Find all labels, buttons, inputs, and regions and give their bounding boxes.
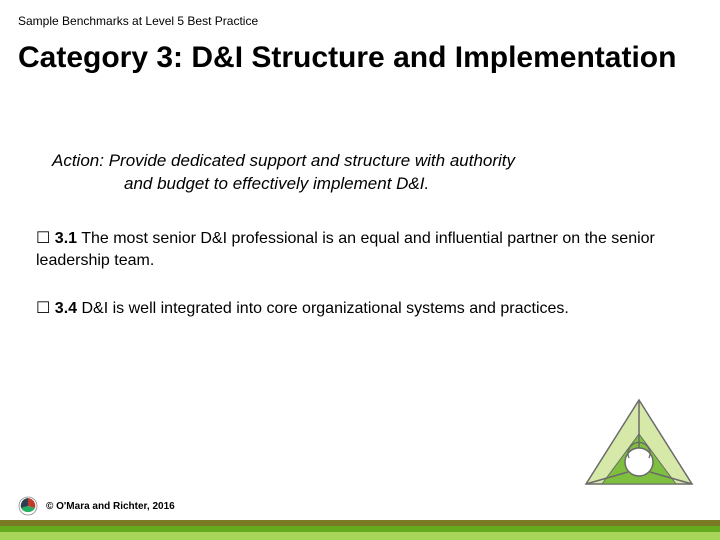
page-title: Category 3: D&I Structure and Implementa… bbox=[18, 40, 678, 76]
benchmark-item: ☐ 3.4 D&I is well integrated into core o… bbox=[36, 298, 656, 320]
action-line1: Action: Provide dedicated support and st… bbox=[52, 151, 515, 170]
action-line2: and budget to effectively implement D&I. bbox=[52, 174, 429, 193]
footer-bar bbox=[0, 532, 720, 540]
item-number: 3.4 bbox=[55, 300, 77, 317]
eyebrow-text: Sample Benchmarks at Level 5 Best Practi… bbox=[18, 14, 258, 28]
checkbox-icon: ☐ bbox=[36, 300, 50, 317]
slide: Sample Benchmarks at Level 5 Best Practi… bbox=[0, 0, 720, 540]
action-statement: Action: Provide dedicated support and st… bbox=[52, 150, 612, 196]
item-number: 3.1 bbox=[55, 230, 77, 247]
footer: © O'Mara and Richter, 2016 bbox=[0, 486, 720, 540]
item-text: D&I is well integrated into core organiz… bbox=[82, 300, 569, 317]
checkbox-icon: ☐ bbox=[36, 230, 50, 247]
copyright-text: © O'Mara and Richter, 2016 bbox=[46, 501, 175, 512]
triangle-diagram-icon bbox=[580, 396, 698, 492]
benchmark-item: ☐ 3.1 The most senior D&I professional i… bbox=[36, 228, 656, 271]
item-text: The most senior D&I professional is an e… bbox=[36, 230, 655, 269]
footer-logo-icon bbox=[18, 496, 38, 516]
